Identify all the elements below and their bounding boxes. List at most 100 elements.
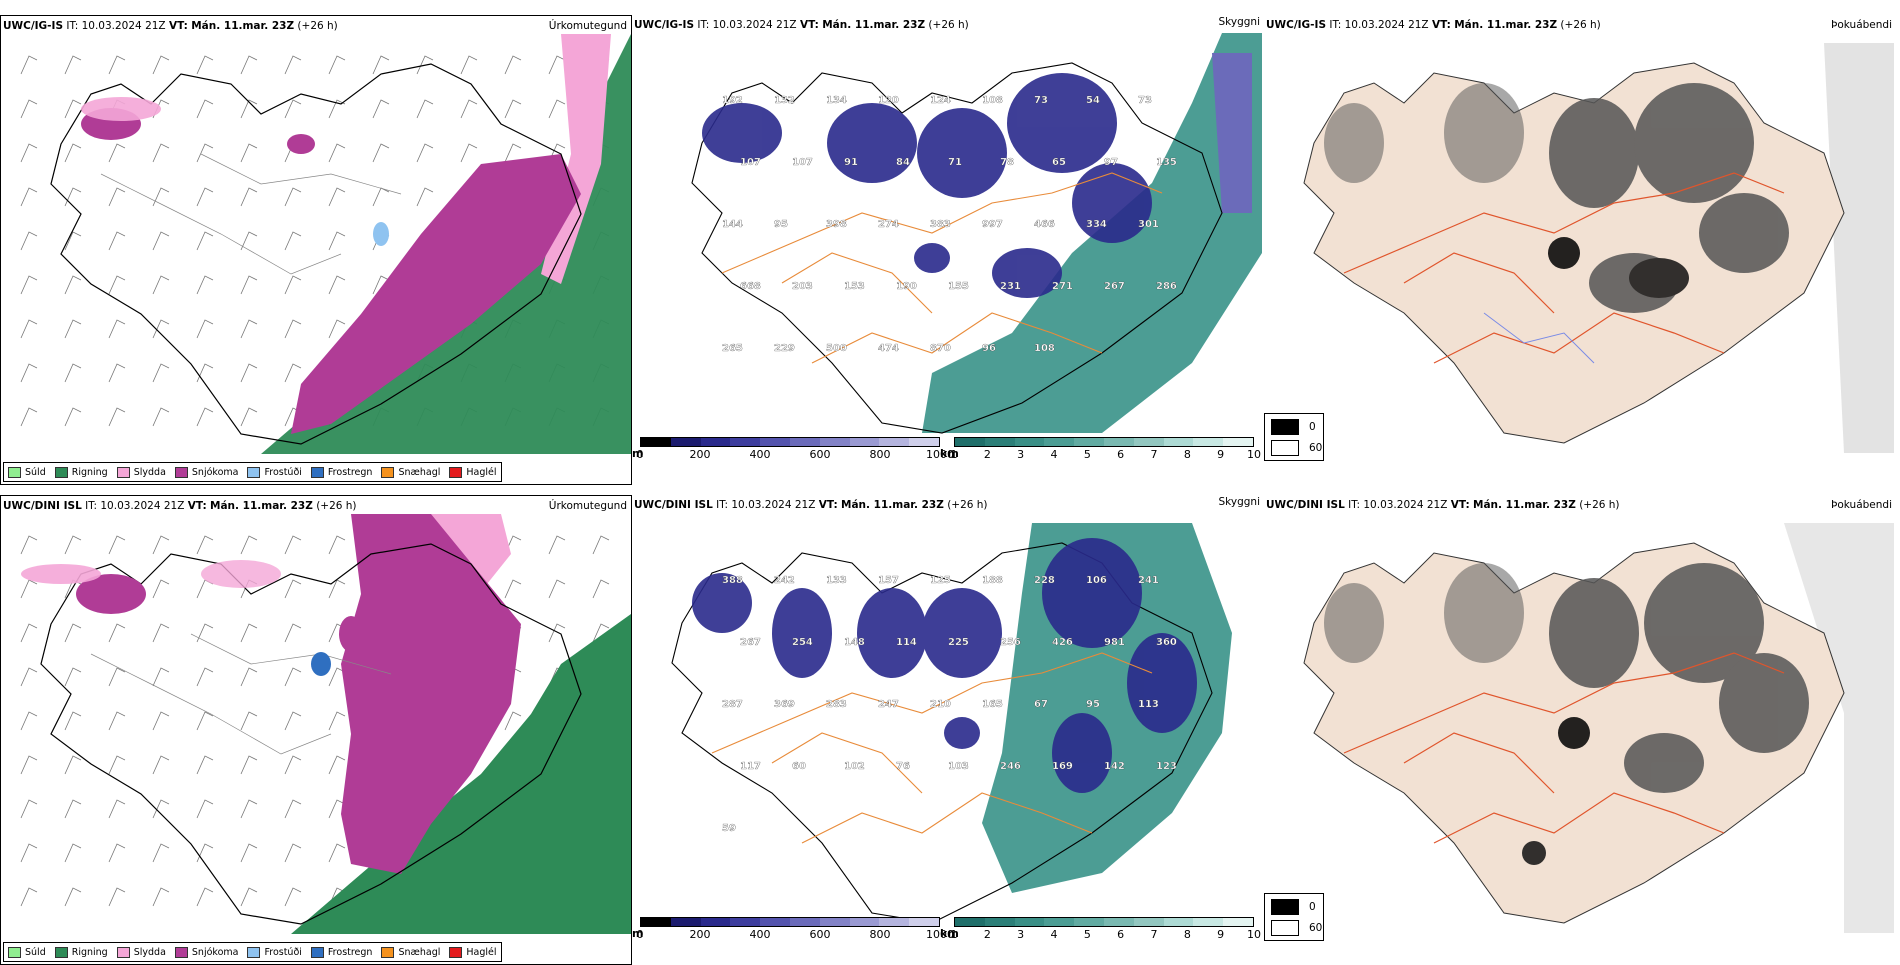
wind-barb <box>64 99 82 119</box>
colorbar-swatch <box>730 438 761 446</box>
wind-barb <box>240 535 258 555</box>
panel-title: Úrkomutegund <box>548 500 627 512</box>
wind-barb <box>328 187 346 207</box>
visibility-value-label: 107 <box>792 157 813 168</box>
wind-barb <box>152 187 170 207</box>
colorbar-swatch <box>1103 438 1134 446</box>
wind-barb <box>240 99 258 119</box>
colorbar-swatch <box>1014 918 1045 926</box>
colorbar-m-bar <box>640 917 940 927</box>
wind-barb <box>548 55 566 75</box>
wind-barb <box>240 799 258 819</box>
panel-title: Þokuábendi <box>1831 499 1892 511</box>
model-name: UWC/DINI ISL <box>3 500 82 512</box>
wind-barb <box>20 143 38 163</box>
wind-barb <box>284 99 302 119</box>
wind-barb <box>284 363 302 383</box>
valid-time: Mán. 11.mar. 23Z <box>1473 499 1576 511</box>
colorbar-tick-label: 800 <box>869 928 891 941</box>
wind-barb <box>240 887 258 907</box>
visibility-value-label: 157 <box>878 575 899 586</box>
wind-barb <box>64 319 82 339</box>
legend-item-freezing-rain: Frostregn <box>310 946 372 958</box>
visibility-value-label: 148 <box>844 637 865 648</box>
visibility-value-label: 228 <box>1034 575 1055 586</box>
colorbar-tick-label: 7 <box>1150 448 1158 461</box>
wind-barb <box>548 623 566 643</box>
fog-index-map <box>1303 43 1894 453</box>
valid-time: Mán. 11.mar. 23Z <box>210 500 313 512</box>
model-name: UWC/DINI ISL <box>634 499 713 511</box>
wind-barb <box>64 231 82 251</box>
visibility-value-label: 155 <box>948 281 969 292</box>
colorbar-tick-label: 400 <box>749 448 771 461</box>
wind-barb <box>20 755 38 775</box>
visibility-m-colorbar: 0 200 400 600 800 1000 <box>637 437 954 461</box>
wind-barb <box>20 99 38 119</box>
wind-barb <box>64 843 82 863</box>
colorbar-swatch <box>955 438 985 446</box>
unit-km: km <box>940 447 959 460</box>
wind-barb <box>196 623 214 643</box>
visibility-value-label: 135 <box>1156 157 1177 168</box>
wind-barb <box>64 667 82 687</box>
wind-barb <box>196 187 214 207</box>
colorbar-swatch <box>819 438 850 446</box>
visibility-value-label: 256 <box>1000 637 1021 648</box>
wind-barb <box>20 231 38 251</box>
visibility-panel-dini: UWC/DINI ISL IT: 10.03.2024 21Z VT: Mán.… <box>632 495 1264 965</box>
precip-type-panel-igis: UWC/IG-IS IT: 10.03.2024 21Z VT: Mán. 11… <box>0 15 632 485</box>
wind-barb <box>152 623 170 643</box>
wind-barb <box>64 535 82 555</box>
visibility-value-label: 73 <box>1034 95 1048 106</box>
colorbar-tick-label: 5 <box>1083 928 1091 941</box>
colorbar-swatch <box>1103 918 1134 926</box>
wind-barb <box>328 535 346 555</box>
fog-index-panel-dini: UWC/DINI ISL IT: 10.03.2024 21Z VT: Mán.… <box>1264 495 1896 965</box>
colorbar-swatch <box>641 438 671 446</box>
wind-barb <box>284 887 302 907</box>
colorbar-swatch <box>984 918 1015 926</box>
colorbar-swatch <box>819 918 850 926</box>
wind-barb <box>152 275 170 295</box>
visibility-value-label: 192 <box>722 95 743 106</box>
colorbar-swatch <box>1133 438 1164 446</box>
wind-barb <box>108 55 126 75</box>
visibility-value-label: 466 <box>1034 219 1055 230</box>
wind-barb <box>152 843 170 863</box>
wind-barb <box>240 187 258 207</box>
wind-barb <box>284 231 302 251</box>
colorbar-tick-label: 6 <box>1117 448 1125 461</box>
colorbar-tick-label: 9 <box>1217 928 1225 941</box>
lead-time: (+26 h) <box>928 19 969 31</box>
init-time: 10.03.2024 21Z <box>81 20 166 32</box>
wind-barb <box>108 319 126 339</box>
lead-time: (+26 h) <box>947 499 988 511</box>
fog-legend-item-0: 0 <box>1271 419 1316 435</box>
visibility-value-label: 71 <box>948 157 962 168</box>
visibility-value-label: 153 <box>844 281 865 292</box>
visibility-value-label: 203 <box>792 281 813 292</box>
vt-label: VT: <box>168 20 188 32</box>
colorbar-swatch <box>670 918 701 926</box>
fog-legend: 0 60 <box>1264 893 1324 941</box>
wind-barb <box>196 143 214 163</box>
wind-barb <box>328 143 346 163</box>
panel-header: UWC/DINI ISL IT: 10.03.2024 21Z VT: Mán.… <box>3 500 629 514</box>
visibility-value-label: 108 <box>982 95 1003 106</box>
visibility-value-label: 103 <box>948 761 969 772</box>
valid-time: Mán. 11.mar. 23Z <box>822 19 926 31</box>
wind-barb <box>196 407 214 427</box>
wind-barb <box>152 143 170 163</box>
wind-barb <box>328 843 346 863</box>
visibility-value-label: 500 <box>826 343 847 354</box>
panel-header: UWC/DINI ISL IT: 10.03.2024 21Z VT: Mán.… <box>634 496 1262 513</box>
colorbar-km-bar <box>954 437 1254 447</box>
lead-time: (+26 h) <box>297 20 338 32</box>
colorbar-tick-label: 6 <box>1117 928 1125 941</box>
wind-barb <box>20 887 38 907</box>
wind-barb <box>284 535 302 555</box>
wind-barb <box>108 843 126 863</box>
visibility-value-label: 60 <box>792 761 806 772</box>
visibility-km-colorbar: 1 2 3 4 5 6 7 8 9 10 <box>951 917 1261 941</box>
